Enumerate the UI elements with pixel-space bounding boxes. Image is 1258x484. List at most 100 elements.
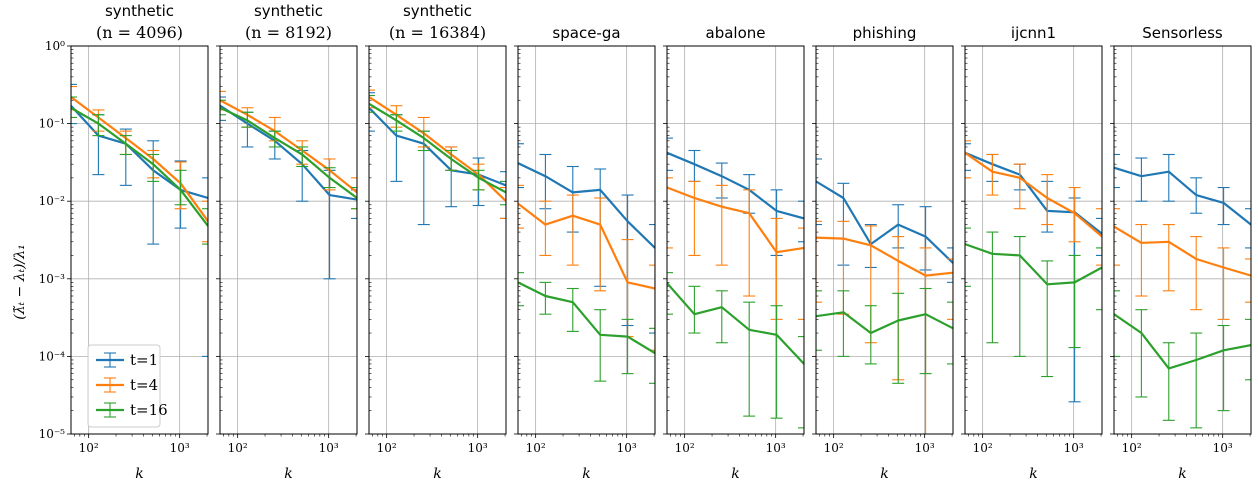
x-tick-label: 10³ — [766, 441, 786, 455]
plot-area — [71, 83, 208, 357]
series-line — [816, 236, 953, 277]
series-t1 — [220, 96, 357, 280]
legend-label: t=4 — [130, 376, 158, 394]
panel-title: abalone — [706, 24, 766, 42]
series-line — [369, 107, 506, 187]
legend-label: t=1 — [130, 351, 158, 369]
x-tick-label: 10³ — [468, 441, 488, 455]
x-tick-label: 10² — [675, 441, 695, 455]
panel-5: 10² 10³ k abalone — [663, 24, 805, 482]
legend-entry-t1: t=1 — [96, 351, 158, 369]
x-tick-label: 10³ — [1064, 441, 1084, 455]
series-t16 — [220, 99, 357, 210]
y-axis-label: (λ̃ₜ − λₜ)/λ₁ — [12, 244, 28, 319]
series-line — [518, 202, 655, 290]
series-t4 — [220, 90, 357, 210]
series-t16 — [1114, 290, 1251, 429]
series-line — [518, 281, 655, 355]
plot-area — [518, 143, 655, 384]
series-t4 — [667, 177, 804, 320]
x-axis-label: k — [1029, 466, 1037, 482]
series-t16 — [965, 227, 1102, 378]
series-line — [71, 96, 208, 222]
x-axis-label: k — [433, 466, 441, 482]
plot-area — [816, 158, 953, 434]
series-t4 — [518, 184, 655, 351]
series-t4 — [965, 140, 1102, 266]
legend-entry-t16: t=16 — [96, 401, 168, 419]
series-t16 — [71, 96, 208, 245]
series-line — [369, 102, 506, 194]
series-t4 — [816, 220, 953, 434]
x-axis-label: k — [135, 466, 143, 482]
x-tick-label: 10² — [79, 441, 99, 455]
legend-label: t=16 — [130, 401, 168, 419]
series-t1 — [71, 83, 208, 357]
panel-6: 10² 10³ k phishing — [812, 24, 954, 482]
series-line — [667, 282, 804, 365]
series-line — [220, 104, 357, 201]
series-line — [965, 243, 1102, 286]
series-t4 — [369, 89, 506, 219]
panel-title: synthetic — [254, 2, 323, 20]
series-t4 — [71, 86, 208, 243]
y-tick-label: 10⁻⁵ — [39, 427, 66, 441]
panel-title: synthetic — [403, 2, 472, 20]
series-line — [1114, 166, 1251, 226]
panel-subtitle: (n = 16384) — [389, 23, 486, 42]
panel-frame — [1113, 45, 1252, 435]
x-axis-label: k — [1178, 466, 1186, 482]
x-tick-label: 10³ — [170, 441, 190, 455]
series-line — [518, 162, 655, 249]
series-line — [1114, 225, 1251, 277]
panel-title: Sensorless — [1142, 24, 1223, 42]
series-line — [667, 151, 804, 220]
x-tick-label: 10² — [377, 441, 397, 455]
panel-frame — [219, 45, 358, 435]
plot-area — [965, 140, 1102, 403]
panel-7: 10² 10³ k ijcnn1 — [961, 24, 1103, 482]
series-line — [667, 186, 804, 254]
panel-frame — [666, 45, 805, 435]
series-t1 — [667, 137, 804, 256]
panel-2: 10² 10³ k synthetic (n = 8192) — [216, 2, 358, 482]
y-tick-label: 10⁻³ — [39, 272, 66, 286]
plot-area — [667, 137, 804, 429]
y-tick-label: 10⁻⁴ — [39, 349, 66, 363]
x-tick-label: 10² — [973, 441, 993, 455]
panel-frame — [517, 45, 656, 435]
x-axis-label: k — [582, 466, 590, 482]
x-tick-label: 10² — [824, 441, 844, 455]
x-tick-label: 10² — [228, 441, 248, 455]
panel-frame — [368, 45, 507, 435]
x-axis-label: k — [284, 466, 292, 482]
series-line — [220, 106, 357, 199]
x-tick-label: 10³ — [617, 441, 637, 455]
y-tick-label: 10⁻¹ — [39, 117, 65, 131]
series-line — [1114, 313, 1251, 370]
series-t16 — [816, 287, 953, 384]
x-axis-label: k — [731, 466, 739, 482]
panels: 10⁻⁵ 10⁻⁴ 10⁻³ 10⁻² 10⁻¹ 10⁰ 10² 10³ k synthetic (… — [39, 2, 1252, 482]
series-t16 — [369, 94, 506, 206]
x-tick-label: 10³ — [915, 441, 935, 455]
series-t16 — [518, 272, 655, 384]
series-line — [965, 151, 1102, 235]
panel-title: synthetic — [105, 2, 174, 20]
x-tick-label: 10² — [526, 441, 546, 455]
y-tick-label: 10⁰ — [45, 39, 65, 53]
panel-title: phishing — [853, 24, 917, 42]
panel-4: 10² 10³ k space-ga — [514, 24, 656, 482]
legend-entry-t4: t=4 — [96, 376, 158, 394]
panel-title: ijcnn1 — [1011, 24, 1056, 42]
series-t4 — [1114, 208, 1251, 320]
plot-area — [1114, 153, 1251, 429]
x-tick-label: 10² — [1122, 441, 1142, 455]
panel-subtitle: (n = 4096) — [96, 23, 183, 42]
series-t1 — [1114, 153, 1251, 249]
x-axis-label: k — [880, 466, 888, 482]
series-line — [816, 311, 953, 335]
panel-frame — [70, 45, 209, 435]
series-t1 — [816, 158, 953, 283]
